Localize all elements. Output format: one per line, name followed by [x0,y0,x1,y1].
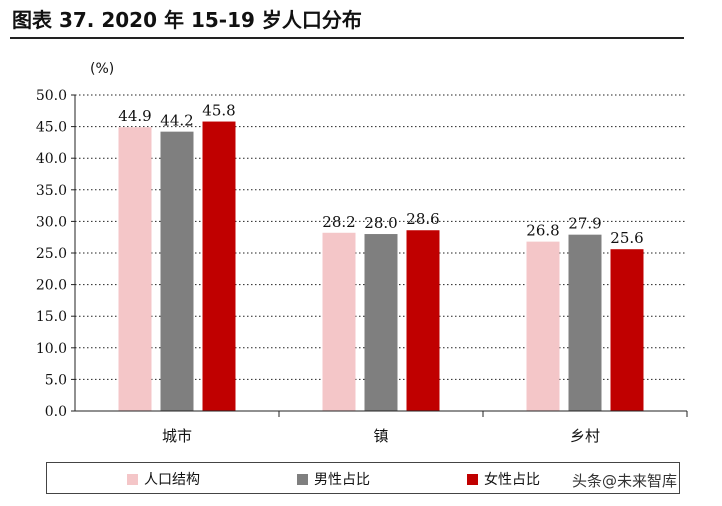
data-label-2-1: 28.6 [406,210,439,228]
legend-label-0: 人口结构 [144,472,200,488]
legend-label-2: 女性占比 [484,472,540,488]
y-tick-label: 10.0 [36,341,67,357]
bars [118,121,644,412]
legend-item-1: 男性占比 [297,469,370,489]
legend-swatch-2 [467,473,478,485]
y-tick-label: 35.0 [36,183,67,199]
legend-swatch-1 [297,473,308,485]
data-label-0-0: 44.9 [118,107,151,125]
y-axis-unit-label: (%) [90,61,115,77]
x-tick-label-2: 乡村 [570,427,600,445]
y-tick-label: 15.0 [36,309,67,325]
y-tick-label: 40.0 [36,151,67,167]
legend-item-2: 女性占比 [467,469,540,489]
title-divider [10,37,684,39]
y-tick-label: 45.0 [36,120,67,136]
y-tick-label: 25.0 [36,246,67,262]
y-tick-label: 5.0 [45,372,67,388]
axes: 0.0 5.0 10.0 15.0 20.0 25.0 30.0 35.0 40.0 45.0 50… [36,88,688,445]
bar-1-0 [160,131,194,411]
x-tick-label-1: 镇 [373,427,388,445]
data-labels: 44.9 44.2 45.8 28.2 28.0 28.6 26.8 27.9 25.6 [118,102,643,248]
bar-0-1 [322,232,356,411]
bar-2-2 [610,249,644,411]
data-label-1-2: 27.9 [568,215,601,233]
legend-swatch-0 [127,473,138,485]
bar-0-0 [118,127,152,412]
data-label-0-1: 28.2 [322,213,355,231]
bar-1-1 [364,234,398,411]
chart-legend: 人口结构 男性占比 女性占比 [46,462,680,494]
bar-0-2 [526,241,560,411]
x-tick-label-0: 城市 [162,427,192,445]
figure-title: 图表 37. 2020 年 15-19 岁人口分布 [12,8,362,32]
y-tick-label: 0.0 [45,404,67,420]
data-label-2-2: 25.6 [610,229,643,247]
bar-2-0 [202,121,236,411]
y-tick-label: 20.0 [36,278,67,294]
bar-chart: 0.0 5.0 10.0 15.0 20.0 25.0 30.0 35.0 40.0 45.0 50… [36,88,688,445]
data-label-2-0: 45.8 [202,102,235,120]
legend-item-0: 人口结构 [127,469,200,489]
y-tick-label: 30.0 [36,214,67,230]
bar-2-1 [406,230,440,411]
bar-1-2 [568,234,602,411]
watermark-text: 头条@未来智库 [572,472,678,490]
data-label-1-1: 28.0 [364,214,397,232]
y-tick-label: 50.0 [36,88,67,104]
data-label-0-2: 26.8 [526,222,559,240]
legend-label-1: 男性占比 [314,472,370,488]
data-label-1-0: 44.2 [160,112,193,130]
